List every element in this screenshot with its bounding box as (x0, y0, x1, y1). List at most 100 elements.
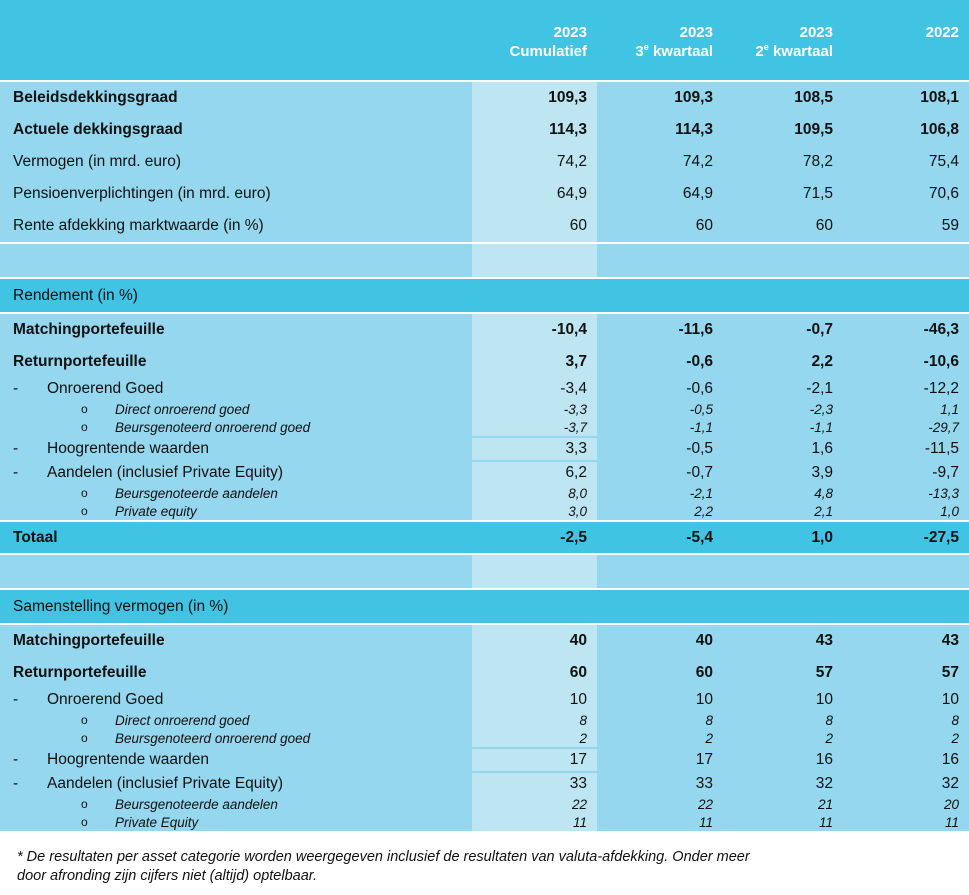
value-cell: 21 (817, 796, 833, 812)
value-cell: 3,7 (472, 346, 597, 378)
value-cell: 4,8 (814, 485, 833, 501)
dash-marker: - (13, 751, 19, 768)
value-cell: 60 (695, 217, 713, 234)
row-label: Hoogrentende waarden (47, 440, 210, 457)
bullet-marker: o (81, 713, 88, 727)
row-label: Direct onroerend goed (115, 712, 250, 728)
value-cell: 10 (695, 691, 713, 708)
value-cell: 71,5 (802, 185, 833, 202)
value-cell: 33 (472, 773, 597, 795)
section-title: Rendement (in %) (13, 286, 138, 304)
row-label-cell: Returnportefeuille (0, 346, 472, 378)
value-cell: -3,7 (472, 418, 597, 436)
value-cell: 57 (815, 664, 833, 681)
table-row: Beleidsdekkingsgraad 109,3 109,3 108,5 108,1 (0, 82, 969, 114)
header-q2: 2023 2e kwartaal (720, 0, 840, 80)
value-cell: 43 (941, 632, 959, 649)
value-cell: -2,5 (560, 528, 587, 546)
section-title: Samenstelling vermogen (in %) (13, 597, 229, 615)
row-divider (0, 80, 969, 82)
value-cell: 2,2 (694, 503, 713, 519)
value-cell: 70,6 (928, 185, 959, 202)
row-label: Returnportefeuille (13, 664, 147, 681)
empty-cell (720, 244, 840, 277)
value-cell: 108,5 (794, 89, 833, 106)
row-label-cell: Totaal (0, 522, 472, 553)
table-row: o Beursgenoteerde aandelen 22 22 21 20 (0, 795, 969, 813)
row-divider (0, 312, 969, 314)
spacer-row (0, 555, 969, 588)
value-cell: 114,3 (472, 114, 597, 146)
header-period: Cumulatief (509, 42, 587, 61)
table-row: Vermogen (in mrd. euro) 74,2 74,2 78,2 75,4 (0, 146, 969, 178)
value-cell: -3,4 (472, 378, 597, 400)
value-cell: -2,1 (806, 380, 833, 397)
value-cell: -0,5 (686, 440, 713, 457)
row-label: Pensioenverplichtingen (in mrd. euro) (13, 185, 271, 202)
value-cell: 8 (705, 712, 713, 728)
value-cell: 33 (695, 775, 713, 792)
header-period-text: kwartaal (768, 43, 833, 60)
value-cell: 60 (472, 210, 597, 242)
value-cell: 2 (951, 730, 959, 746)
value-cell: 106,8 (920, 121, 959, 138)
row-label-cell: - Aandelen (inclusief Private Equity) (0, 773, 472, 795)
value-cell: 60 (815, 217, 833, 234)
empty-cell (472, 555, 597, 588)
value-cell: 8 (951, 712, 959, 728)
table-row: Returnportefeuille 60 60 57 57 (0, 657, 969, 689)
value-cell: 16 (815, 751, 833, 768)
value-cell: 32 (815, 775, 833, 792)
value-cell: 60 (695, 664, 713, 681)
value-cell: -46,3 (923, 321, 959, 338)
row-label: Private equity (115, 503, 197, 519)
table-row: Rente afdekking marktwaarde (in %) 60 60 60… (0, 210, 969, 242)
value-cell: -0,5 (689, 401, 713, 417)
value-cell: -0,7 (686, 464, 713, 481)
value-cell: 74,2 (472, 146, 597, 178)
row-label: Private Equity (115, 814, 199, 830)
header-year: 2023 (553, 24, 587, 41)
value-cell: 17 (472, 749, 597, 771)
dash-marker: - (13, 380, 19, 397)
value-cell: 60 (472, 657, 597, 689)
spacer-row (0, 244, 969, 277)
value-cell: -11,5 (924, 440, 959, 457)
row-label: Onroerend Goed (47, 691, 164, 708)
row-label: Matchingportefeuille (13, 321, 165, 338)
table-row: - Onroerend Goed 10 10 10 10 (0, 689, 969, 711)
header-year: 2023 (799, 24, 833, 41)
empty-cell (840, 244, 969, 277)
row-label-cell: - Hoogrentende waarden (0, 749, 472, 771)
bullet-marker: o (81, 402, 88, 416)
value-cell: 75,4 (928, 153, 959, 170)
row-label-cell: o Beursgenoteerde aandelen (0, 484, 472, 502)
empty-cell (840, 555, 969, 588)
row-label-cell: - Onroerend Goed (0, 689, 472, 711)
table-row: Matchingportefeuille -10,4 -11,6 -0,7 -46,3 (0, 314, 969, 346)
row-label: Direct onroerend goed (115, 401, 250, 417)
value-cell: 17 (695, 751, 713, 768)
value-cell: -10,4 (472, 314, 597, 346)
row-divider (0, 553, 969, 555)
value-cell: 2,1 (814, 503, 833, 519)
empty-cell (0, 244, 472, 277)
row-label-cell: Matchingportefeuille (0, 625, 472, 657)
row-divider (0, 242, 969, 244)
value-cell: -0,7 (806, 321, 833, 338)
section-header: Rendement (in %) (0, 279, 969, 312)
value-cell: 108,1 (920, 89, 959, 106)
table-row: o Beursgenoteerde aandelen 8,0 -2,1 4,8 -13,3 (0, 484, 969, 502)
row-label: Returnportefeuille (13, 353, 147, 370)
value-cell: 3,9 (811, 464, 833, 481)
value-cell: 6,2 (472, 462, 597, 484)
empty-cell (597, 555, 720, 588)
row-label-cell: o Beursgenoteerde aandelen (0, 795, 472, 813)
header-year: 2022 (925, 24, 959, 41)
header-period-sup: e (763, 42, 769, 52)
header-period-sup: e (643, 42, 649, 52)
value-cell: 2 (705, 730, 713, 746)
row-label-cell: o Private equity (0, 502, 472, 520)
table-row: - Aandelen (inclusief Private Equity) 6,2-… (0, 460, 969, 484)
value-cell: 10 (941, 691, 959, 708)
